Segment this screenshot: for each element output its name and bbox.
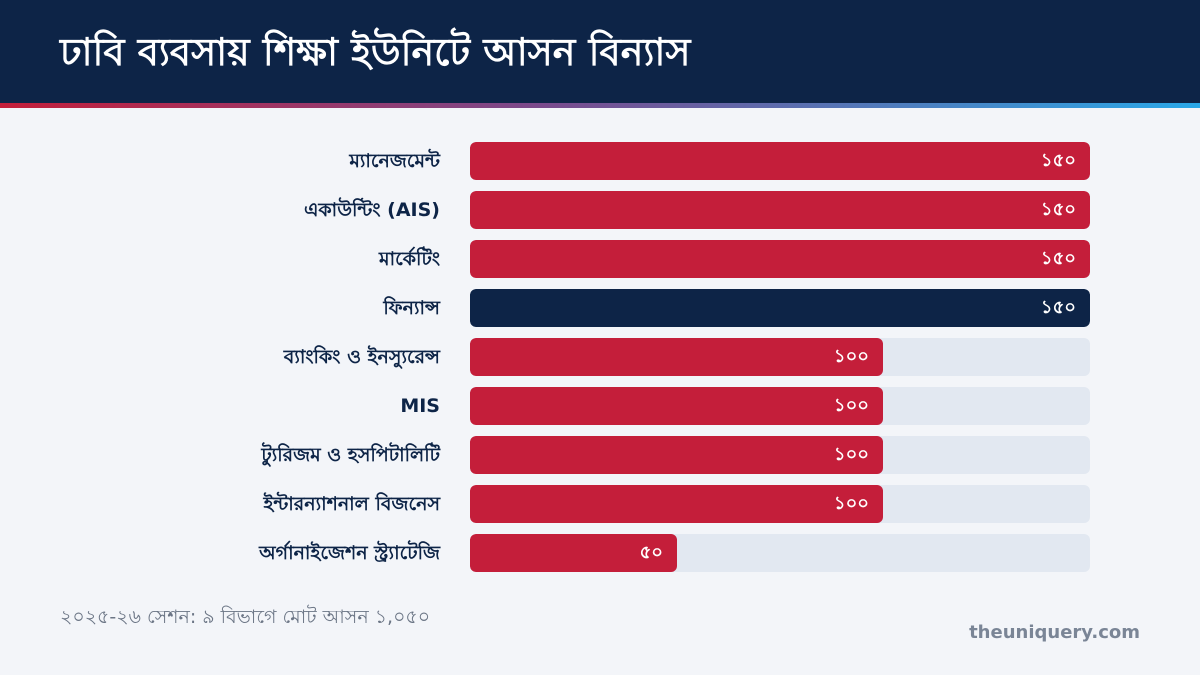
category-label: ব্যাংকিং ও ইনস্যুরেন্স xyxy=(283,346,440,368)
bar-track: ১০০ xyxy=(470,485,1090,523)
bar xyxy=(470,240,1090,278)
bar-row: ম্যানেজমেন্ট ১৫০ xyxy=(0,142,1200,180)
bar-row: ট্যুরিজম ও হসপিটালিটি ১০০ xyxy=(0,436,1200,474)
data-label: ১০০ xyxy=(833,493,869,514)
bar-track: ১০০ xyxy=(470,338,1090,376)
bar-row: অর্গানাইজেশন স্ট্র্যাটেজি ৫০ xyxy=(0,534,1200,572)
bar-track: ১০০ xyxy=(470,387,1090,425)
bar-track: ১৫০ xyxy=(470,289,1090,327)
bar-row: একাউন্টিং (AIS) ১৫০ xyxy=(0,191,1200,229)
bar xyxy=(470,534,677,572)
page-title: ঢাবি ব্যবসায় শিক্ষা ইউনিটে আসন বিন্যাস xyxy=(60,30,691,74)
bar xyxy=(470,142,1090,180)
brand-watermark: theuniquery.com xyxy=(969,622,1140,643)
category-label: MIS xyxy=(400,395,440,417)
bar xyxy=(470,289,1090,327)
category-label: ট্যুরিজম ও হসপিটালিটি xyxy=(261,444,440,466)
footnote: ২০২৫-২৬ সেশন: ৯ বিভাগে মোট আসন ১,০৫০ xyxy=(60,606,431,628)
bar xyxy=(470,485,883,523)
category-label: একাউন্টিং (AIS) xyxy=(303,199,440,221)
bar-track: ৫০ xyxy=(470,534,1090,572)
bar xyxy=(470,436,883,474)
bar xyxy=(470,191,1090,229)
bar xyxy=(470,338,883,376)
data-label: ১৫০ xyxy=(1040,297,1076,318)
data-label: ১৫০ xyxy=(1040,199,1076,220)
category-label: ইন্টারন্যাশনাল বিজনেস xyxy=(263,493,440,515)
data-label: ১০০ xyxy=(833,395,869,416)
bar-track: ১৫০ xyxy=(470,142,1090,180)
data-label: ১৫০ xyxy=(1040,248,1076,269)
data-label: ১০০ xyxy=(833,444,869,465)
bar-row: MIS ১০০ xyxy=(0,387,1200,425)
data-label: ১৫০ xyxy=(1040,150,1076,171)
header-accent-rule xyxy=(0,103,1200,108)
bar-row: মার্কেটিং ১৫০ xyxy=(0,240,1200,278)
bar xyxy=(470,387,883,425)
bar-row: ফিন্যান্স ১৫০ xyxy=(0,289,1200,327)
bar-track: ১০০ xyxy=(470,436,1090,474)
data-label: ১০০ xyxy=(833,346,869,367)
category-label: মার্কেটিং xyxy=(379,248,440,270)
category-label: ফিন্যান্স xyxy=(383,297,440,319)
bar-row: ব্যাংকিং ও ইনস্যুরেন্স ১০০ xyxy=(0,338,1200,376)
category-label: অর্গানাইজেশন স্ট্র্যাটেজি xyxy=(259,542,440,564)
header-banner: ঢাবি ব্যবসায় শিক্ষা ইউনিটে আসন বিন্যাস xyxy=(0,0,1200,104)
category-label: ম্যানেজমেন্ট xyxy=(349,150,440,172)
bar-track: ১৫০ xyxy=(470,240,1090,278)
data-label: ৫০ xyxy=(639,542,663,563)
bar-chart: ম্যানেজমেন্ট ১৫০ একাউন্টিং (AIS) ১৫০ মার্কেট… xyxy=(0,140,1200,580)
bar-track: ১৫০ xyxy=(470,191,1090,229)
bar-row: ইন্টারন্যাশনাল বিজনেস ১০০ xyxy=(0,485,1200,523)
